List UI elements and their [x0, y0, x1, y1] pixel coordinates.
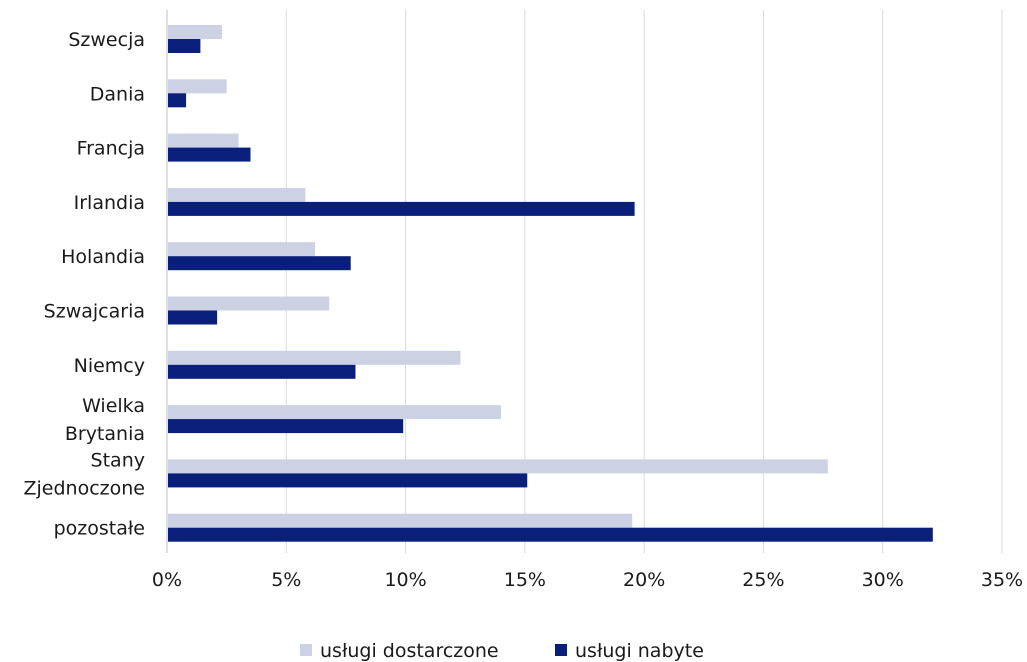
bar-nabyte [168, 147, 251, 162]
bar-dostarczone [168, 133, 239, 148]
bar-nabyte [168, 310, 218, 325]
x-tick-label: 5% [271, 569, 301, 591]
legend-swatch-nabyte [555, 644, 567, 656]
x-tick-label: 15% [504, 569, 546, 591]
bars [168, 25, 933, 542]
x-tick-label: 25% [742, 569, 784, 591]
category-label: Holandia [61, 246, 145, 268]
category-labels: Szwecja Dania Francja Irlandia Holandia Szwaj… [24, 29, 146, 540]
bar-nabyte [168, 527, 933, 542]
legend-label-nabyte: usługi nabyte [575, 640, 704, 662]
bar-nabyte [168, 93, 187, 108]
category-label: pozostałe [54, 518, 145, 540]
x-tick-labels: 0% 5% 10% 15% 20% 25% 30% 35% [152, 569, 1023, 591]
x-tick-label: 10% [384, 569, 426, 591]
bar-nabyte [168, 256, 351, 271]
bar-dostarczone [168, 296, 330, 311]
gridlines [285, 10, 1003, 553]
category-label: Szwajcaria [44, 301, 145, 323]
bar-dostarczone [168, 459, 828, 474]
category-label: Irlandia [74, 192, 145, 214]
x-tick-label: 35% [981, 569, 1023, 591]
bar-dostarczone [168, 79, 227, 94]
category-label: Zjednoczone [24, 477, 146, 499]
category-label: Wielka [82, 395, 145, 417]
bar-dostarczone [168, 25, 222, 39]
x-tick-label: 0% [152, 569, 182, 591]
bar-nabyte [168, 364, 356, 379]
bar-dostarczone [168, 242, 315, 257]
legend-swatch-dostarczone [300, 644, 312, 656]
category-label: Francja [77, 138, 145, 160]
bar-dostarczone [168, 405, 501, 420]
category-label: Niemcy [74, 355, 145, 377]
bar-dostarczone [168, 513, 633, 528]
bar-nabyte [168, 201, 635, 216]
x-tick-label: 30% [862, 569, 904, 591]
category-label: Brytania [65, 423, 145, 445]
legend: usługi dostarczone usługi nabyte [300, 640, 704, 662]
bar-nabyte [168, 39, 201, 53]
bar-nabyte [168, 419, 404, 434]
category-label: Szwecja [68, 29, 145, 51]
bar-nabyte [168, 473, 528, 488]
bar-dostarczone [168, 187, 306, 202]
x-tick-label: 20% [623, 569, 665, 591]
category-label: Stany [91, 449, 145, 471]
bar-dostarczone [168, 350, 461, 365]
legend-label-dostarczone: usługi dostarczone [320, 640, 499, 662]
category-label: Dania [90, 83, 145, 105]
